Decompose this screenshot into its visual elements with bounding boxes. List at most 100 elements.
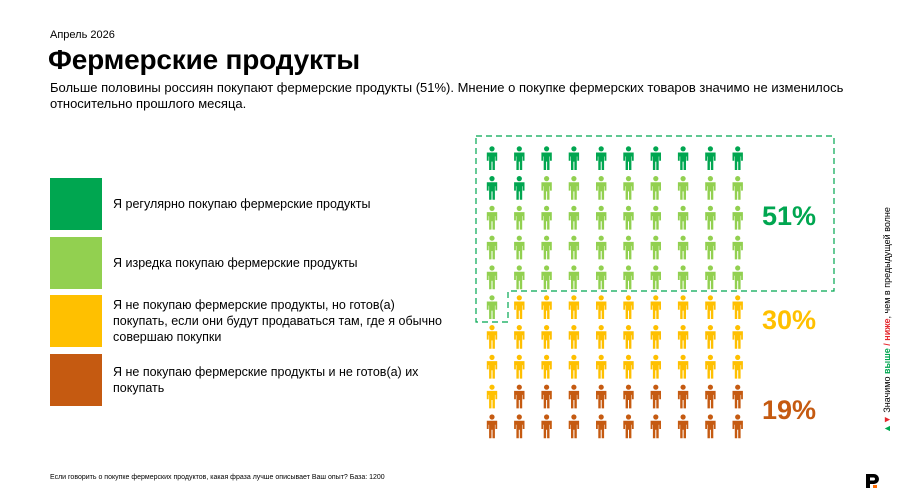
person-icon-regular	[541, 146, 552, 170]
person-icon-ready	[541, 325, 552, 349]
person-icon-occasional	[596, 265, 607, 290]
person-icon-regular	[623, 146, 634, 170]
person-icon-occasional	[541, 265, 552, 290]
person-icon-occasional	[677, 176, 689, 200]
person-icon-ready	[623, 325, 634, 349]
person-icon-ready	[705, 325, 716, 349]
person-icon-regular	[732, 146, 743, 170]
person-icon-ready	[514, 295, 525, 319]
person-icon-occasional	[650, 235, 661, 260]
person-icon-regular	[596, 146, 607, 170]
person-icon-occasional	[677, 265, 689, 290]
person-icon-ready	[650, 325, 661, 349]
person-icon-ready	[596, 325, 607, 349]
percent-ready: 30%	[762, 305, 817, 335]
legend-item-regular: Я регулярно покупаю фермерские продукты	[50, 178, 443, 230]
person-icon-ready	[732, 325, 743, 349]
person-icon-not-ready	[705, 414, 716, 439]
person-icon-not-ready	[623, 414, 634, 439]
person-icon-occasional	[732, 235, 743, 260]
significance-higher: выше	[882, 348, 892, 374]
arrow-down-icon: ▼	[882, 415, 892, 425]
person-icon-occasional	[568, 205, 580, 230]
person-icon-occasional	[677, 205, 689, 230]
person-icon-not-ready	[650, 384, 661, 409]
person-icon-not-ready	[732, 384, 743, 409]
person-icon-ready	[623, 295, 634, 319]
person-icon-ready	[596, 354, 607, 379]
person-icon-occasional	[568, 176, 580, 200]
person-icon-not-ready	[568, 384, 580, 409]
person-icon-occasional	[486, 205, 498, 230]
significance-note: ▲▼ Значимо выше / ниже, чем в предыдущей…	[881, 183, 895, 433]
person-icon-not-ready	[596, 384, 607, 409]
footnote: Если говорить о покупке фермерских проду…	[50, 474, 385, 481]
person-icon-ready	[677, 325, 689, 349]
person-icon-occasional	[596, 235, 607, 260]
person-icon-occasional	[541, 235, 552, 260]
page-subtitle: Больше половины россиян покупают фермерс…	[50, 80, 844, 111]
person-icon-not-ready	[596, 414, 607, 439]
person-icon-occasional	[650, 176, 661, 200]
legend-label-ready: Я не покупаю фермерские продукты, но гот…	[113, 298, 442, 344]
person-icon-occasional	[596, 205, 607, 230]
person-icon-not-ready	[541, 384, 552, 409]
legend-swatch-ready	[50, 295, 102, 347]
person-icon-regular	[677, 146, 689, 170]
person-icon-occasional	[732, 176, 743, 200]
person-icon-not-ready	[623, 384, 634, 409]
person-icon-ready	[705, 354, 716, 379]
person-icon-occasional	[486, 265, 498, 290]
buyers-group-outline	[475, 135, 835, 323]
person-icon-not-ready	[650, 414, 661, 439]
person-icon-occasional	[650, 205, 661, 230]
legend-label-not-ready: Я не покупаю фермерские продукты и не го…	[113, 365, 419, 395]
person-icon-occasional	[705, 176, 716, 200]
legend-swatch-regular	[50, 178, 102, 230]
person-icon-ready	[677, 354, 689, 379]
person-icon-regular	[705, 146, 716, 170]
person-icon-ready	[596, 295, 607, 319]
legend-item-ready: Я не покупаю фермерские продукты, но гот…	[50, 295, 443, 347]
person-icon-occasional	[514, 265, 525, 290]
person-icon-occasional	[514, 235, 525, 260]
person-icon-occasional	[732, 205, 743, 230]
legend-swatch-not-ready	[50, 354, 102, 406]
brand-logo-icon	[866, 474, 879, 488]
significance-prefix: Значимо	[882, 376, 892, 413]
person-icon-occasional	[705, 205, 716, 230]
person-icon-ready	[677, 295, 689, 319]
person-icon-ready	[568, 325, 580, 349]
percent-buy: 51%	[762, 201, 817, 231]
person-icon-occasional	[677, 235, 689, 260]
person-icon-not-ready	[541, 414, 552, 439]
person-icon-not-ready	[486, 414, 498, 439]
person-icon-ready	[732, 295, 743, 319]
person-icon-not-ready	[514, 384, 525, 409]
person-icon-occasional	[596, 176, 607, 200]
person-icon-occasional	[541, 205, 552, 230]
person-icon-occasional	[732, 265, 743, 290]
person-icon-occasional	[486, 295, 498, 319]
person-icon-ready	[650, 295, 661, 319]
person-icon-ready	[541, 354, 552, 379]
person-icon-occasional	[623, 235, 634, 260]
person-icon-ready	[514, 325, 525, 349]
person-icon-ready	[514, 354, 525, 379]
person-icon-occasional	[514, 205, 525, 230]
person-icon-regular	[486, 146, 498, 170]
person-icon-ready	[486, 325, 498, 349]
person-icon-ready	[568, 354, 580, 379]
person-icon-ready	[486, 354, 498, 379]
person-icon-regular	[650, 146, 661, 170]
person-icon-occasional	[541, 176, 552, 200]
person-icon-occasional	[650, 265, 661, 290]
person-icon-ready	[705, 295, 716, 319]
person-icon-not-ready	[677, 414, 689, 439]
person-icon-ready	[568, 295, 580, 319]
page-title: Фермерские продукты	[48, 44, 361, 75]
person-icon-occasional	[568, 235, 580, 260]
person-icon-occasional	[705, 265, 716, 290]
person-icon-occasional	[568, 265, 580, 290]
